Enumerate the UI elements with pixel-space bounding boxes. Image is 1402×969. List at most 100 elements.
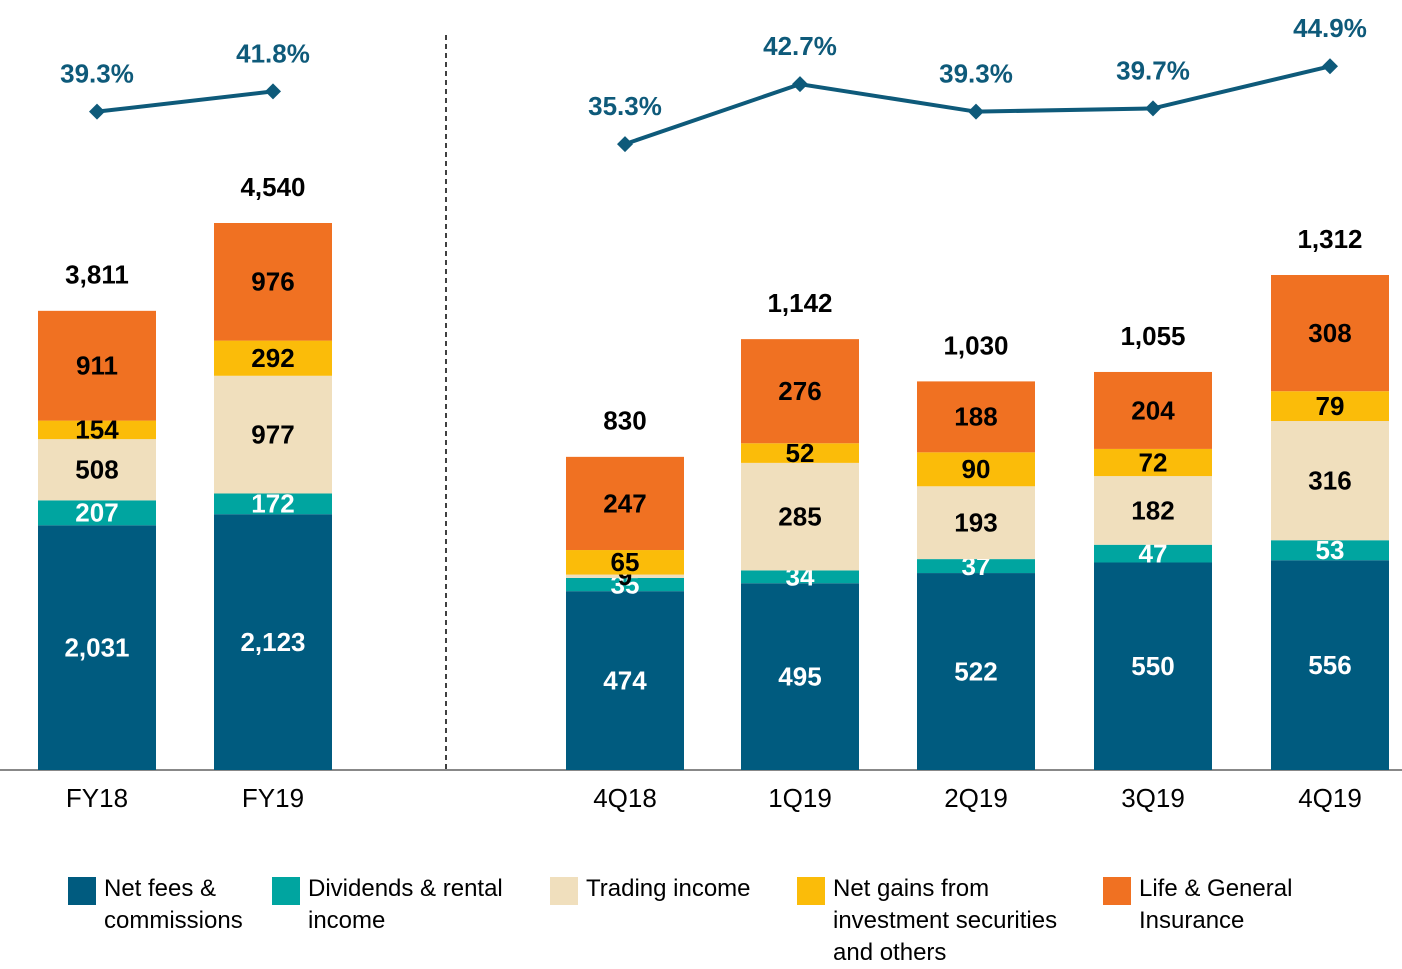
data-label: 976: [251, 267, 294, 297]
bar-segment: [214, 340, 332, 376]
data-label: 72: [1139, 447, 1168, 477]
bar-segment: [1271, 421, 1389, 541]
bar-segment: [917, 559, 1035, 574]
ratio-marker: [89, 103, 105, 120]
data-label: 474: [603, 665, 647, 695]
ratio-marker: [617, 136, 633, 153]
bar-segment: [566, 550, 684, 575]
bar-segment: [566, 577, 684, 592]
bar-segment: [741, 570, 859, 584]
x-tick-label: FY19: [242, 783, 304, 813]
bar-segment: [38, 420, 156, 440]
data-label: 204: [1131, 395, 1175, 425]
data-label: 316: [1308, 465, 1351, 495]
data-label: 65: [611, 547, 640, 577]
x-tick-label: 4Q19: [1298, 783, 1362, 813]
legend: Net fees & commissions Dividends & rental…: [0, 873, 1402, 966]
bar-segment: [1094, 448, 1212, 477]
bar-segment: [741, 443, 859, 463]
x-tick-label: 1Q19: [768, 783, 832, 813]
total-label: 1,030: [943, 330, 1008, 360]
ratio-marker: [1145, 100, 1161, 117]
bar-segment: [1094, 476, 1212, 545]
data-label: 911: [76, 351, 118, 381]
data-label: 495: [778, 661, 821, 691]
bar-segment: [38, 500, 156, 526]
ratio-label: 42.7%: [763, 31, 837, 61]
data-label: 90: [962, 454, 991, 484]
total-label: 4,540: [240, 172, 305, 202]
bar-segment: [214, 514, 332, 770]
ratio-marker: [968, 103, 984, 120]
ratio-label: 39.7%: [1116, 55, 1190, 85]
bar-segment: [214, 223, 332, 341]
x-tick-label: 2Q19: [944, 783, 1008, 813]
data-label: 977: [251, 420, 294, 450]
legend-item: Net fees & commissions: [68, 873, 294, 937]
data-label: 292: [251, 343, 294, 373]
data-label: 285: [778, 502, 821, 532]
ratio-label: 39.3%: [60, 59, 134, 89]
legend-label: Trading income: [586, 875, 751, 902]
legend-item: Life & General Insurance: [1103, 873, 1349, 937]
legend-item: Net gains from investment securities and…: [797, 873, 1098, 969]
bar-segment: [917, 573, 1035, 770]
bar-segment: [917, 452, 1035, 487]
data-label: 193: [954, 508, 997, 538]
data-label: 188: [954, 402, 997, 432]
data-label: 556: [1308, 650, 1351, 680]
data-label: 182: [1131, 495, 1174, 525]
x-tick-label: FY18: [66, 783, 128, 813]
bar-segment: [566, 574, 684, 578]
legend-swatch: [68, 877, 96, 905]
bar-segment: [38, 310, 156, 421]
bar-segment: [1271, 275, 1389, 392]
legend-item: Dividends & rental income: [272, 873, 548, 937]
data-label: 79: [1316, 391, 1345, 421]
total-label: 3,811: [65, 260, 129, 290]
bar-segment: [741, 462, 859, 571]
data-label: 522: [954, 656, 997, 686]
legend-label: Net gains from investment securities and…: [833, 875, 1058, 966]
bar-segment: [1271, 540, 1389, 561]
bar-segment: [741, 583, 859, 770]
bar-segment: [917, 381, 1035, 453]
data-label: 247: [603, 488, 646, 518]
bar-segment: [917, 486, 1035, 560]
data-label: 2,031: [64, 633, 129, 663]
x-tick-label: 4Q18: [593, 783, 657, 813]
data-label: 2,123: [240, 627, 305, 657]
bar-segment: [214, 375, 332, 494]
total-label: 1,055: [1120, 321, 1185, 351]
bar-segment: [566, 456, 684, 551]
legend-label: Net fees & commissions: [104, 875, 243, 934]
data-label: 207: [75, 498, 118, 528]
total-label: 830: [603, 406, 646, 436]
bar-segment: [1094, 544, 1212, 563]
data-label: 508: [75, 455, 118, 485]
data-label: 276: [778, 376, 821, 406]
legend-label: Dividends & rental income: [308, 875, 503, 934]
legend-swatch: [1103, 877, 1131, 905]
data-label: 550: [1131, 651, 1174, 681]
bar-segment: [741, 339, 859, 444]
x-tick-label: 3Q19: [1121, 783, 1185, 813]
bar-segment: [1271, 560, 1389, 770]
ratio-marker: [265, 83, 281, 100]
legend-swatch: [272, 877, 300, 905]
data-label: 172: [251, 489, 294, 519]
total-label: 1,312: [1297, 224, 1362, 254]
bar-segment: [38, 525, 156, 770]
ratio-label: 44.9%: [1293, 13, 1367, 43]
ratio-label: 39.3%: [939, 59, 1013, 89]
bar-segment: [1094, 562, 1212, 770]
legend-label: Life & General Insurance: [1139, 875, 1293, 934]
bar-segment: [566, 591, 684, 770]
total-label: 1,142: [767, 288, 832, 318]
chart: 2,0312075081549113,811FY182,123172977292…: [0, 13, 1402, 813]
ratio-marker: [1322, 58, 1338, 75]
legend-swatch: [797, 877, 825, 905]
bar-segment: [1271, 391, 1389, 422]
ratio-marker: [792, 76, 808, 93]
